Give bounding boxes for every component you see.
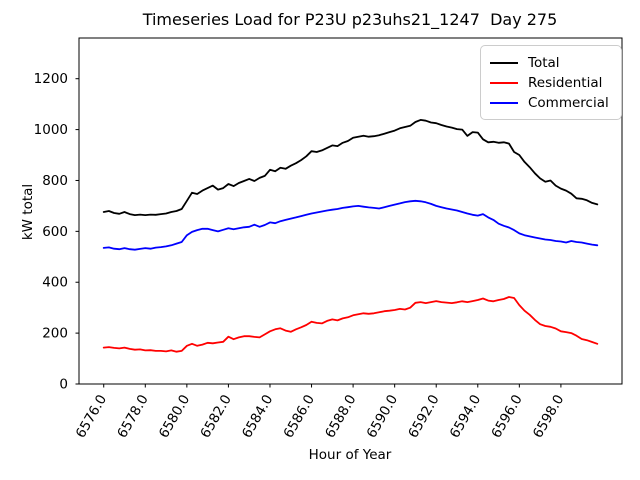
legend-label-residential: Residential (528, 75, 603, 91)
legend-entry-total: Total (490, 53, 613, 73)
y-tick-label: 800 (42, 173, 68, 189)
y-tick-label: 400 (42, 275, 68, 291)
y-tick-label: 1200 (34, 71, 68, 87)
series-line-total (102, 119, 599, 217)
x-tick-label: 6598.0 (530, 392, 567, 441)
legend-line-commercial (490, 102, 518, 104)
legend-label-commercial: Commercial (528, 95, 609, 111)
x-tick-label: 6576.0 (73, 392, 110, 441)
legend: Total Residential Commercial (480, 45, 622, 120)
x-tick-label: 6596.0 (488, 392, 525, 441)
y-tick-label: 200 (42, 326, 68, 342)
y-tick-label: 1000 (34, 122, 68, 138)
x-tick-label: 6594.0 (447, 392, 484, 441)
x-tick-label: 6586.0 (281, 392, 318, 441)
x-tick-label: 6588.0 (322, 392, 359, 441)
series-line-residential (102, 296, 599, 353)
legend-label-total: Total (528, 55, 560, 71)
y-tick-label: 0 (59, 377, 68, 393)
legend-entry-residential: Residential (490, 73, 613, 93)
y-tick-label: 600 (42, 224, 68, 240)
x-tick-label: 6580.0 (156, 392, 193, 441)
chart-title: Timeseries Load for P23U p23uhs21_1247 D… (142, 10, 558, 29)
legend-line-residential (490, 82, 518, 84)
x-tick-label: 6578.0 (114, 392, 151, 441)
x-tick-label: 6584.0 (239, 392, 276, 441)
legend-line-total (490, 62, 518, 64)
x-tick-label: 6592.0 (405, 392, 442, 441)
series-line-commercial (102, 199, 599, 251)
axes-frame (78, 37, 623, 385)
x-axis-label: Hour of Year (308, 447, 392, 463)
x-tick-label: 6590.0 (364, 392, 401, 441)
x-tick-label: 6582.0 (197, 392, 234, 441)
y-axis-label: kW total (20, 183, 36, 241)
legend-entry-commercial: Commercial (490, 93, 613, 113)
